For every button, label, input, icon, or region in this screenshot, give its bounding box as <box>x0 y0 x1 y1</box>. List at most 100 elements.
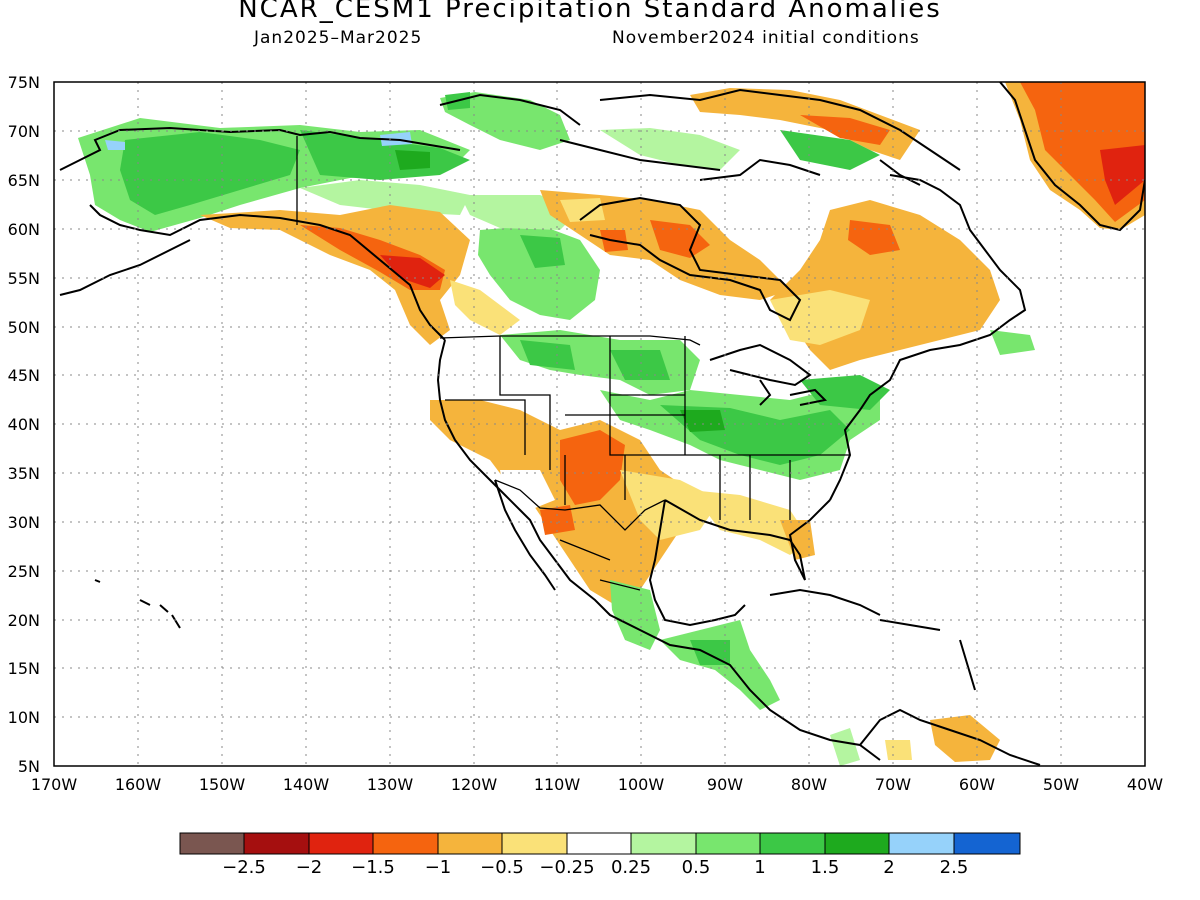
anomaly-alaska-wet-core <box>120 132 300 215</box>
anomaly-sw-dry-core <box>560 430 625 505</box>
colorbar-label: −2 <box>296 857 323 878</box>
lat-tick-20n: 20N <box>8 611 40 630</box>
cuba-coastline <box>769 588 881 616</box>
lon-tick-70w: 70W <box>875 775 911 794</box>
colorbar-swatch <box>179 832 245 855</box>
colorbar-label: −2.5 <box>222 857 266 878</box>
lon-axis: 170W 160W 150W 140W 130W 120W 110W 100W … <box>31 775 1163 794</box>
initial-conditions-label: November2024 initial conditions <box>612 28 920 48</box>
colorbar-swatch <box>566 832 632 855</box>
anomaly-bc-yellow <box>450 280 520 335</box>
lat-tick-5n: 5N <box>18 757 40 776</box>
lat-lon-grid <box>54 82 1145 766</box>
anomaly-alaska-blue <box>105 140 125 150</box>
colorbar: −2.5 −2 −1.5 −1 −0.5 −0.25 0.25 0.5 1 1.… <box>179 832 1021 878</box>
colorbar-label: 0.5 <box>682 857 711 878</box>
arctic-islands-coastline <box>439 88 961 186</box>
colorbar-swatch <box>888 832 955 855</box>
lat-tick-55n: 55N <box>8 269 40 288</box>
colorbar-label: 2 <box>883 857 894 878</box>
lon-tick-90w: 90W <box>707 775 743 794</box>
lon-tick-130w: 130W <box>367 775 414 794</box>
lat-tick-25n: 25N <box>8 562 40 581</box>
colorbar-label: −0.25 <box>539 857 594 878</box>
lat-tick-30n: 30N <box>8 513 40 532</box>
colorbar-swatch <box>953 832 1021 855</box>
anomaly-colombia-dry <box>885 740 912 760</box>
colorbar-swatch <box>501 832 568 855</box>
west-coast-coastline <box>436 339 881 761</box>
colorbar-label: 1.5 <box>811 857 840 878</box>
lat-tick-35n: 35N <box>8 464 40 483</box>
us-state-lines <box>445 336 850 520</box>
colorbar-swatch <box>759 832 826 855</box>
colorbar-swatch <box>695 832 761 855</box>
lat-tick-40n: 40N <box>8 415 40 434</box>
lat-tick-65n: 65N <box>8 171 40 190</box>
lat-tick-50n: 50N <box>8 318 40 337</box>
greenland-coastline <box>999 82 1145 232</box>
anomaly-plains-wet-core <box>520 340 575 370</box>
hawaii-islands <box>94 579 181 629</box>
lat-axis: 75N 70N 65N 60N 55N 50N 45N 40N 35N 30N … <box>8 73 40 776</box>
lon-tick-170w: 170W <box>31 775 78 794</box>
baja-coastline <box>494 479 556 591</box>
anomaly-arctic-wet-core <box>395 150 430 170</box>
caribbean-coastline <box>879 619 976 691</box>
anomaly-florida-dry <box>780 520 815 560</box>
coastlines <box>59 82 1145 766</box>
hudson-bay-coastline <box>579 196 802 322</box>
lon-tick-160w: 160W <box>115 775 162 794</box>
political-boundaries <box>296 136 850 591</box>
map-frame <box>53 81 1146 767</box>
lon-tick-50w: 50W <box>1043 775 1079 794</box>
us-mexico-border <box>494 479 666 531</box>
colorbar-swatch <box>824 832 890 855</box>
anomaly-prairie-wet-core <box>520 235 565 268</box>
anomaly-sw-white <box>500 470 555 510</box>
anomaly-yukon-light <box>300 180 470 215</box>
colorbar-label: 2.5 <box>940 857 969 878</box>
anomaly-baffin-dry <box>690 88 920 160</box>
anomaly-arctic-green-patch <box>780 130 880 170</box>
anomaly-prairie-wet <box>478 225 600 320</box>
south-america-coastline <box>859 708 1041 766</box>
anomaly-sw-dry-core2 <box>540 505 575 535</box>
anomaly-mexico-wet <box>610 580 660 650</box>
colorbar-label: 1 <box>754 857 765 878</box>
anomaly-quebec-yellow <box>770 290 870 345</box>
lon-tick-140w: 140W <box>283 775 330 794</box>
lat-tick-15n: 15N <box>8 659 40 678</box>
anomaly-plains-wet-core2 <box>610 350 670 380</box>
lat-tick-70n: 70N <box>8 122 40 141</box>
anomaly-panama-light <box>830 728 860 766</box>
mexico-state-lines <box>559 539 641 591</box>
lat-tick-45n: 45N <box>8 366 40 385</box>
colorbar-swatch <box>308 832 374 855</box>
anomaly-hudson-yellow <box>560 198 605 222</box>
anomaly-field <box>78 82 1145 766</box>
anomaly-greenland-dry-core <box>1100 145 1145 205</box>
lat-tick-10n: 10N <box>8 708 40 727</box>
lon-tick-100w: 100W <box>618 775 665 794</box>
colorbar-label: 0.25 <box>611 857 651 878</box>
anomaly-bc-dry-outer <box>200 205 470 345</box>
valid-period-label: Jan2025–Mar2025 <box>254 28 423 48</box>
us-canada-border <box>439 335 701 346</box>
colorbar-label: −1.5 <box>351 857 395 878</box>
anomaly-venezuela-dry <box>930 715 1000 762</box>
anomaly-maritime-green <box>990 330 1035 355</box>
map-title: NCAR_CESM1 Precipitation Standard Anomal… <box>238 0 942 24</box>
anomaly-baffin-dry-core <box>800 115 890 145</box>
anomaly-ohio-wet-core2 <box>680 410 725 432</box>
anomaly-arctic-islands-wet <box>440 92 570 150</box>
anomaly-arctic-green-patch2 <box>600 128 740 170</box>
gulf-coastline <box>648 499 831 627</box>
colorbar-swatch <box>437 832 503 855</box>
lon-tick-150w: 150W <box>199 775 246 794</box>
lon-tick-60w: 60W <box>959 775 995 794</box>
colorbar-swatch <box>372 832 439 855</box>
colorbar-label: −1 <box>425 857 452 878</box>
lon-tick-110w: 110W <box>534 775 581 794</box>
